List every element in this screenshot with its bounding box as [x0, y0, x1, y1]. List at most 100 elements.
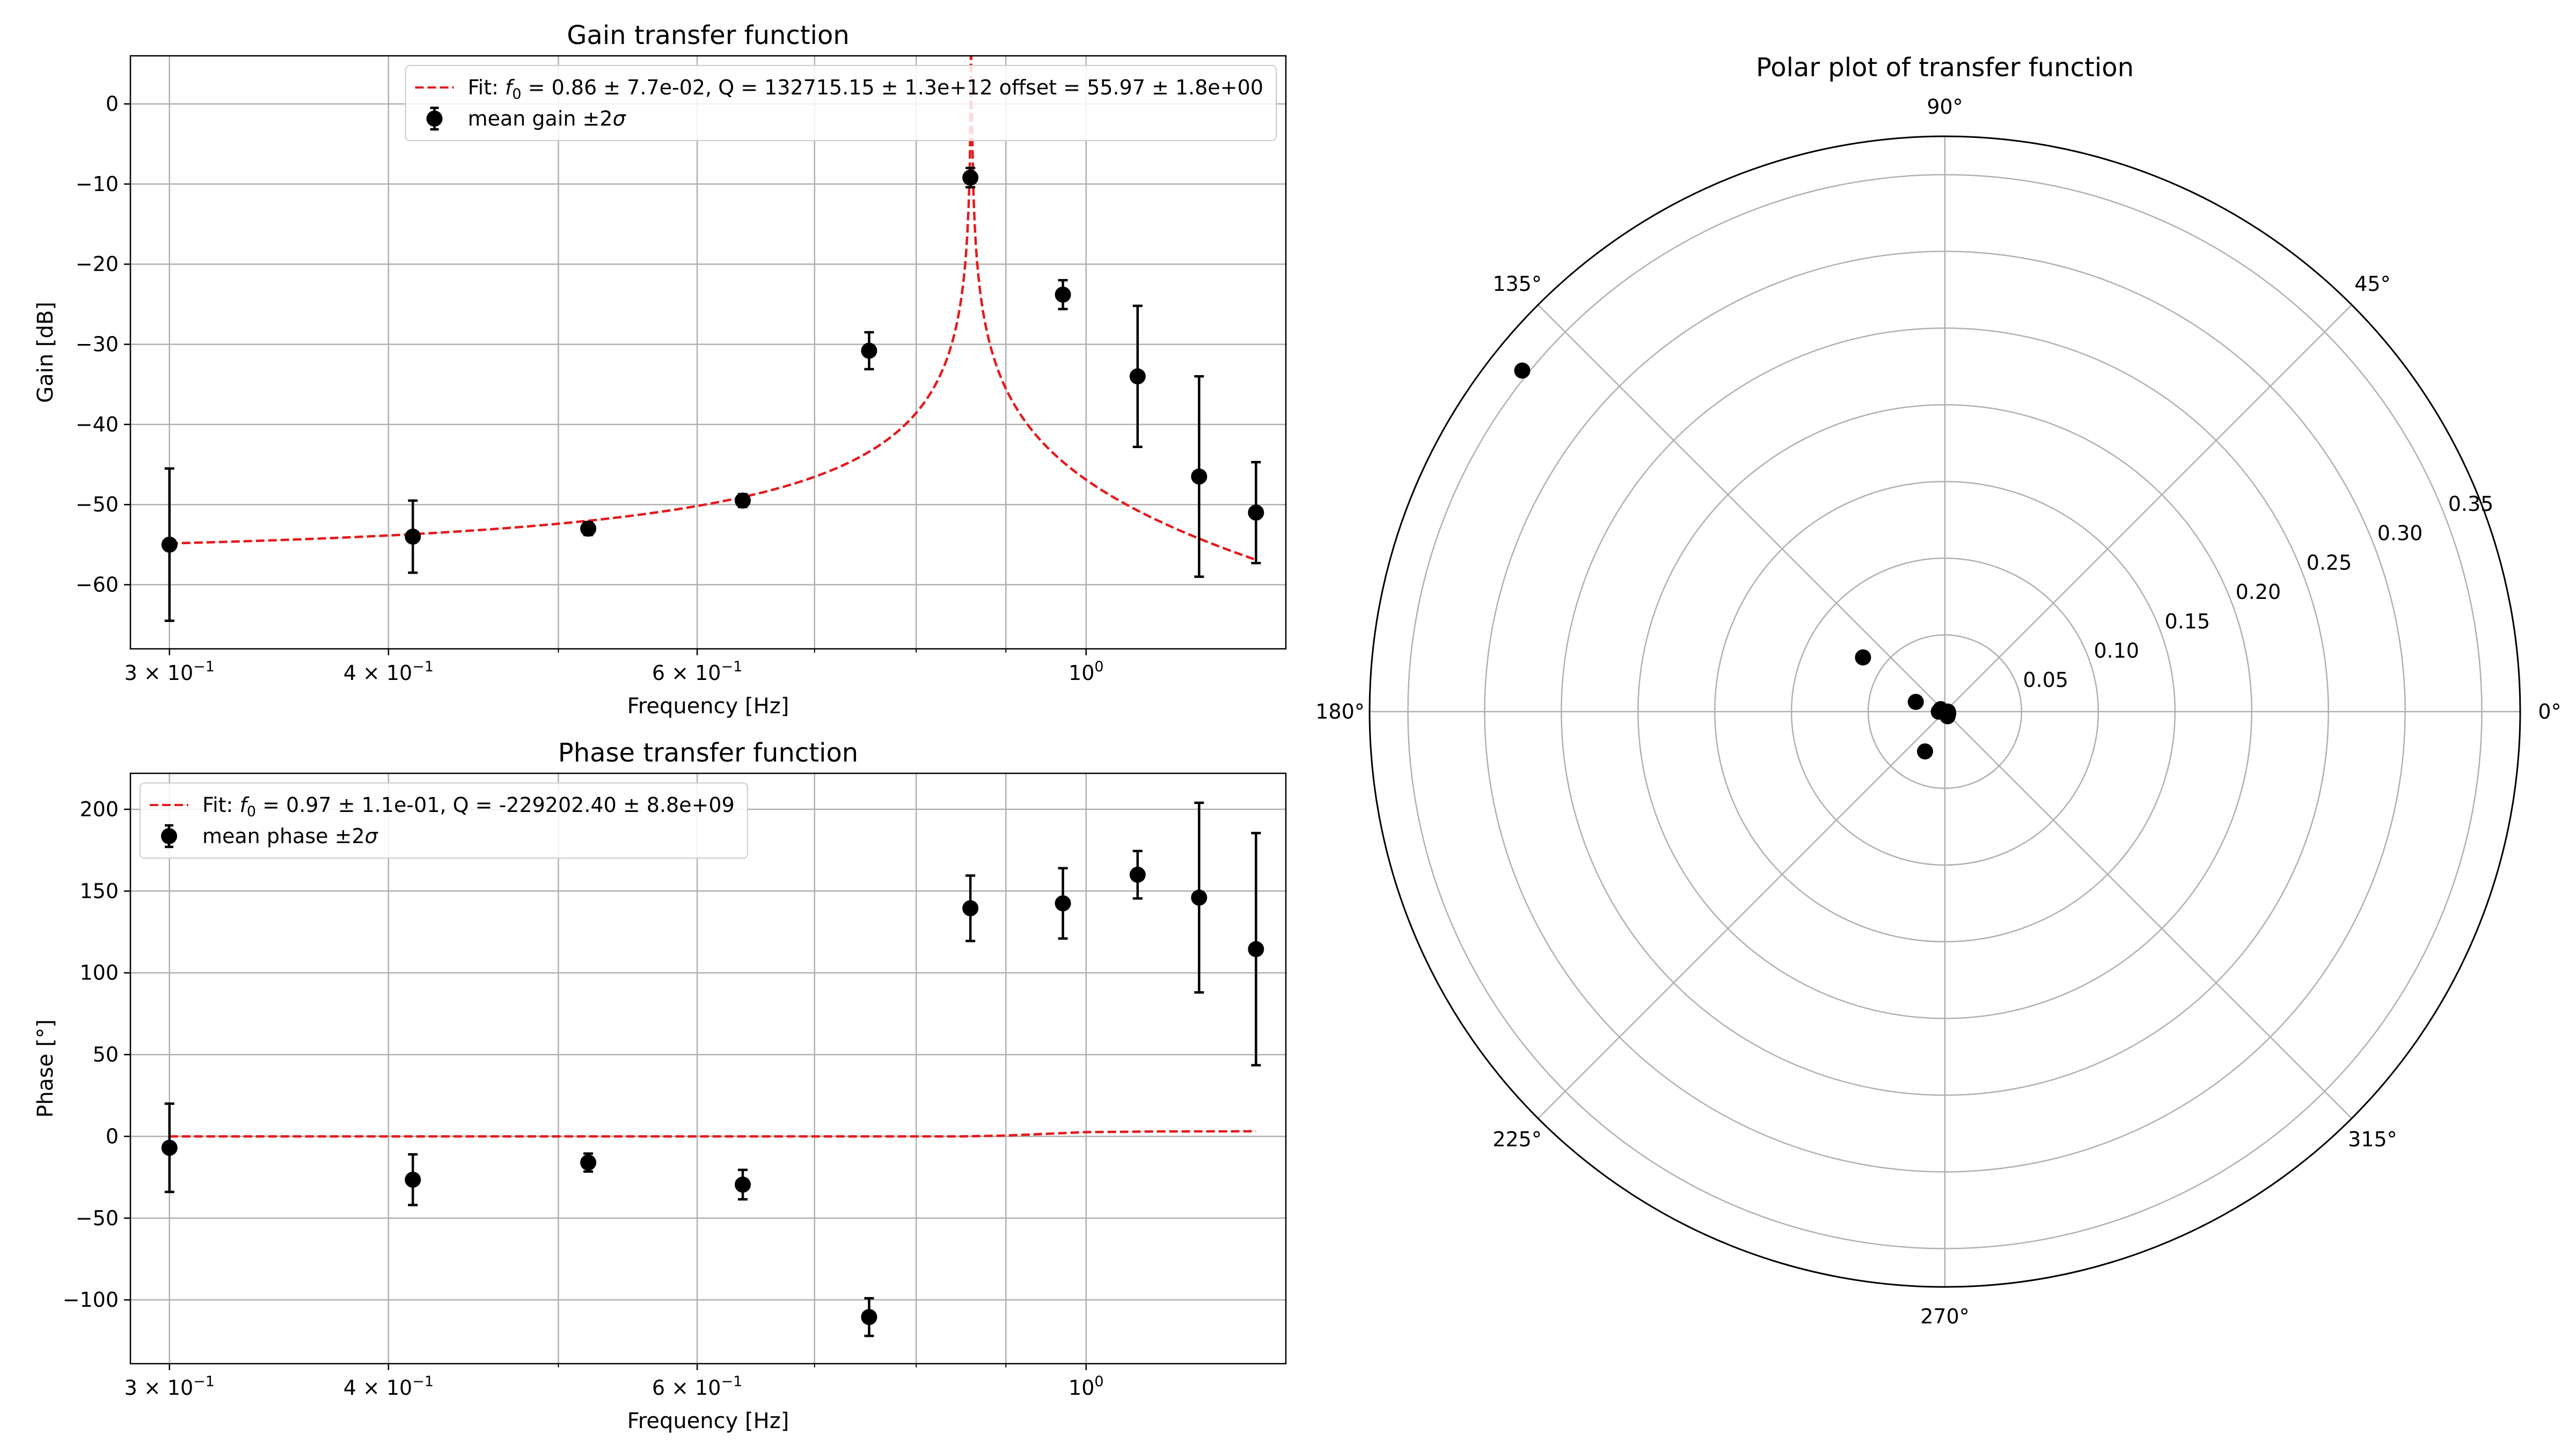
phase-ytick-label: 50	[93, 1043, 119, 1066]
polar-rtick-label: 0.35	[2448, 492, 2494, 516]
phase-marker	[1191, 889, 1208, 906]
phase-panel: 3 × 10−1 4 × 10−1 6 × 10−1 100200150100500−…	[33, 738, 1287, 1433]
phase-marker	[405, 1172, 421, 1188]
gain-legend-fit-pre: Fit:	[468, 76, 505, 99]
phase-xtick-exp: −1	[193, 1373, 215, 1390]
phase-data-layer	[161, 801, 1264, 1337]
gain-xtick-exp: 0	[1094, 658, 1103, 675]
gain-legend-fit-post: = 0.86 ± 7.7e-02, Q = 132715.15 ± 1.3e+1…	[522, 76, 1263, 99]
phase-marker	[161, 1139, 178, 1156]
gain-legend-data-pre: mean gain ±2	[468, 107, 613, 130]
gain-marker	[861, 342, 877, 359]
gain-axes-frame	[129, 55, 1287, 650]
polar-marker	[1514, 362, 1531, 379]
phase-axes-frame	[129, 772, 1287, 1365]
phase-data-point	[1191, 801, 1208, 994]
phase-data-point	[161, 1102, 178, 1194]
gain-xtick-exp: −1	[193, 658, 215, 675]
phase-marker	[962, 900, 979, 917]
phase-legend-fit-pre: Fit:	[202, 793, 239, 817]
gain-legend-fit-label: Fit: f0 = 0.86 ± 7.7e-02, Q = 132715.15 …	[468, 76, 1263, 103]
polar-spoke	[1944, 304, 2352, 712]
phase-legend-fit-post: = 0.97 ± 1.1e-01, Q = -229202.40 ± 8.8e+…	[256, 793, 735, 817]
phase-data-point	[962, 874, 979, 942]
gain-data-layer	[161, 166, 1264, 622]
gain-marker	[161, 536, 178, 553]
phase-data-point	[1129, 850, 1146, 900]
gain-xtick-label: 6 × 10−1	[652, 658, 742, 685]
polar-theta-label: 225°	[1492, 1128, 1542, 1151]
gain-ytick-label: −20	[76, 252, 119, 276]
polar-theta-label: 90°	[1927, 95, 1963, 119]
polar-marker	[1917, 743, 1934, 760]
phase-legend: Fit: f0 = 0.97 ± 1.1e-01, Q = -229202.40…	[140, 782, 748, 859]
phase-legend-fit-label: Fit: f0 = 0.97 ± 1.1e-01, Q = -229202.40…	[202, 793, 735, 820]
polar-theta-label: 270°	[1920, 1305, 1970, 1328]
polar-theta-label: 180°	[1315, 700, 1365, 723]
gain-data-point	[861, 331, 877, 371]
phase-xtick-exp: −1	[721, 1373, 742, 1390]
polar-axes-frame	[1368, 135, 2521, 1288]
gain-data-point	[962, 166, 979, 189]
gain-xtick-base: 3 × 10	[125, 661, 194, 685]
gain-xtick-exp: −1	[721, 658, 742, 675]
gain-marker	[1248, 504, 1264, 521]
polar-marker	[1940, 704, 1956, 720]
gain-ytick-label: −50	[76, 493, 119, 516]
gain-xtick-base: 6 × 10	[652, 661, 721, 685]
gain-ytick-label: −30	[76, 333, 119, 356]
gain-ytick-label: −40	[76, 413, 119, 436]
phase-legend-fit-sub: 0	[247, 803, 256, 820]
gain-ytick-label: −60	[76, 573, 119, 597]
phase-legend-data-swatch	[161, 824, 177, 848]
gain-marker	[580, 521, 597, 537]
phase-ytick-label: 200	[79, 797, 119, 821]
phase-legend-data-sym: σ	[365, 824, 379, 848]
gain-xtick-base: 4 × 10	[343, 661, 413, 685]
phase-data-point	[580, 1152, 597, 1173]
gain-legend: Fit: f0 = 0.86 ± 7.7e-02, Q = 132715.15 …	[405, 65, 1277, 141]
gain-marker	[962, 169, 979, 186]
gain-ytick-label: −10	[76, 172, 119, 196]
gain-data-point	[734, 492, 751, 509]
phase-xtick-exp: −1	[412, 1373, 434, 1390]
phase-marker	[861, 1309, 877, 1326]
polar-theta-label: 0°	[2538, 700, 2561, 723]
gain-ylabel: Gain [dB]	[33, 302, 58, 403]
gain-data-point	[161, 467, 178, 622]
gain-title: Gain transfer function	[567, 20, 850, 50]
gain-legend-marker	[426, 111, 443, 127]
phase-fit-line	[169, 1130, 1256, 1138]
gain-panel: 3 × 10−1 4 × 10−1 6 × 10−1 1000−10−20−30−40…	[33, 20, 1287, 719]
gain-data-point	[1248, 460, 1264, 565]
phase-xtick-base: 3 × 10	[125, 1376, 194, 1400]
polar-rtick-label: 0.15	[2165, 610, 2211, 633]
gain-marker	[1055, 286, 1071, 303]
phase-fit-layer	[169, 1130, 1256, 1138]
gain-data-point	[1191, 375, 1208, 578]
phase-ytick-label: 150	[79, 879, 119, 903]
polar-spoke	[1944, 711, 2352, 1119]
phase-xlabel: Frequency [Hz]	[627, 1409, 789, 1433]
gain-marker	[405, 528, 421, 545]
polar-spoke	[1538, 304, 1945, 712]
polar-marker	[1855, 649, 1871, 666]
gain-data-point	[1129, 304, 1146, 448]
gain-xlabel: Frequency [Hz]	[627, 694, 789, 719]
polar-labels: 0.05 0.10 0.15 0.20 0.25 0.30 0.35 0° 45° 90° 135°…	[1315, 95, 2561, 1328]
phase-marker	[580, 1154, 597, 1171]
gain-fit-layer	[169, 56, 1257, 561]
gain-xtick-label: 100	[1069, 658, 1104, 685]
phase-ylabel: Phase [°]	[33, 1019, 58, 1117]
phase-xtick-base: 4 × 10	[343, 1376, 413, 1400]
phase-xtick-label: 100	[1069, 1373, 1104, 1400]
gain-data-point	[405, 499, 421, 574]
polar-rtick-label: 0.10	[2094, 639, 2139, 663]
gain-marker	[1191, 468, 1208, 485]
phase-data-point	[861, 1297, 877, 1337]
polar-data-layer	[1514, 362, 1957, 760]
polar-grid	[1370, 136, 2520, 1287]
gain-xtick-exp: −1	[412, 658, 434, 675]
polar-theta-label: 45°	[2354, 272, 2390, 296]
